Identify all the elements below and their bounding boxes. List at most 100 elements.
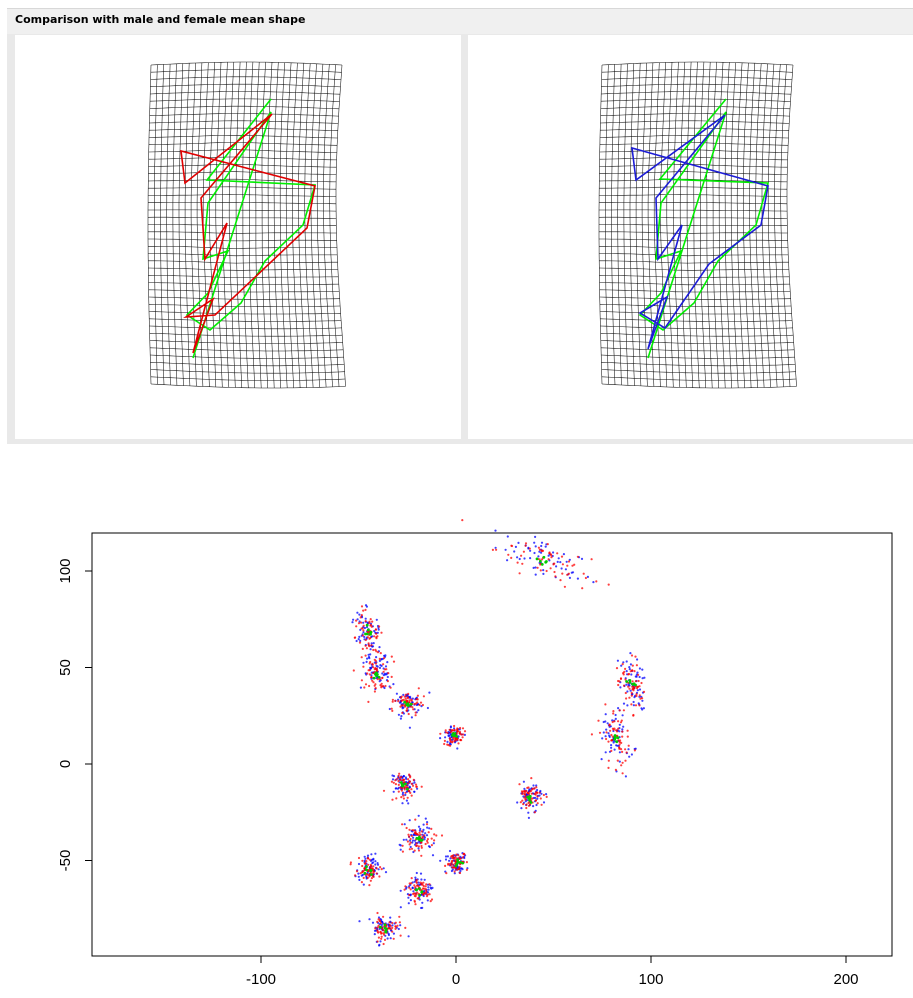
point-group2 (453, 872, 456, 875)
point-group1 (414, 714, 417, 717)
point-group1 (400, 787, 404, 790)
point-group2 (411, 887, 414, 890)
point-group2 (630, 753, 634, 756)
point-mean (420, 838, 424, 842)
point-group1 (364, 620, 367, 623)
point-group1 (510, 544, 514, 548)
point-group1 (352, 669, 355, 672)
point-mean (453, 732, 457, 735)
point-group1 (458, 871, 462, 875)
point-group1 (372, 648, 375, 652)
point-group2 (362, 661, 365, 664)
point-group1 (405, 709, 408, 712)
point-group1 (420, 785, 423, 788)
point-group1 (637, 673, 640, 677)
point-group1 (533, 787, 536, 790)
point-group1 (561, 572, 564, 575)
point-group2 (610, 744, 613, 747)
point-group1 (549, 567, 552, 570)
point-group1 (632, 685, 636, 688)
point-group1 (408, 893, 411, 897)
point-group1 (452, 857, 455, 860)
point-group1 (430, 898, 434, 901)
point-group2 (378, 943, 381, 947)
point-group2 (542, 572, 545, 576)
point-group1 (638, 704, 641, 707)
scatter-points (349, 519, 646, 947)
point-group1 (401, 823, 404, 826)
point-group1 (368, 620, 371, 623)
point-group2 (604, 751, 607, 754)
point-group1 (364, 683, 368, 686)
point-group1 (362, 629, 365, 632)
point-group1 (563, 585, 567, 588)
point-group2 (422, 828, 425, 832)
point-group1 (608, 723, 611, 726)
point-group1 (407, 778, 410, 781)
point-mean (403, 700, 407, 704)
point-group2 (535, 784, 538, 787)
point-group1 (357, 856, 361, 860)
point-group1 (449, 744, 452, 747)
point-group2 (536, 797, 539, 800)
point-group2 (417, 847, 420, 850)
point-group1 (414, 832, 417, 835)
point-group2 (536, 788, 539, 792)
point-group1 (377, 936, 380, 939)
point-group1 (362, 609, 365, 612)
point-group1 (516, 561, 519, 564)
point-group1 (424, 885, 427, 888)
point-group2 (529, 557, 532, 560)
point-group1 (617, 727, 620, 730)
point-group1 (425, 883, 428, 886)
point-group1 (378, 875, 381, 878)
point-group1 (412, 778, 415, 782)
point-group1 (635, 664, 639, 667)
point-group2 (379, 664, 382, 667)
point-group2 (412, 836, 415, 839)
point-mean (461, 861, 465, 865)
point-group1 (397, 783, 400, 787)
point-mean (365, 623, 369, 627)
point-group1 (373, 635, 376, 638)
point-group1 (394, 699, 397, 703)
point-group2 (605, 728, 608, 731)
point-group2 (370, 853, 373, 856)
point-group2 (374, 863, 377, 866)
point-group1 (402, 794, 405, 797)
point-group1 (576, 555, 580, 558)
point-group2 (357, 638, 360, 641)
point-group1 (642, 690, 646, 694)
point-group1 (430, 844, 433, 847)
point-group1 (430, 827, 433, 831)
point-group1 (611, 727, 615, 730)
point-group1 (402, 797, 405, 800)
point-group1 (374, 648, 377, 652)
point-group2 (514, 545, 518, 549)
point-group2 (614, 717, 617, 721)
point-group1 (638, 694, 641, 697)
point-group1 (617, 679, 620, 683)
point-group2 (399, 924, 402, 927)
point-group1 (391, 698, 394, 701)
point-group1 (423, 892, 426, 895)
point-group1 (376, 926, 379, 929)
point-group1 (416, 694, 419, 697)
point-group1 (424, 888, 427, 891)
point-group1 (518, 783, 521, 786)
point-group2 (606, 722, 609, 725)
point-group2 (448, 849, 452, 853)
point-group1 (374, 927, 377, 930)
point-group2 (565, 560, 568, 563)
point-group2 (617, 707, 620, 710)
point-group1 (404, 885, 407, 888)
point-group2 (380, 658, 383, 661)
point-group1 (610, 749, 613, 753)
point-group1 (355, 870, 359, 873)
point-group1 (415, 785, 418, 788)
point-group2 (407, 802, 410, 805)
point-mean (364, 632, 367, 636)
point-group1 (420, 846, 423, 849)
point-group2 (527, 816, 531, 820)
point-group1 (397, 774, 400, 777)
